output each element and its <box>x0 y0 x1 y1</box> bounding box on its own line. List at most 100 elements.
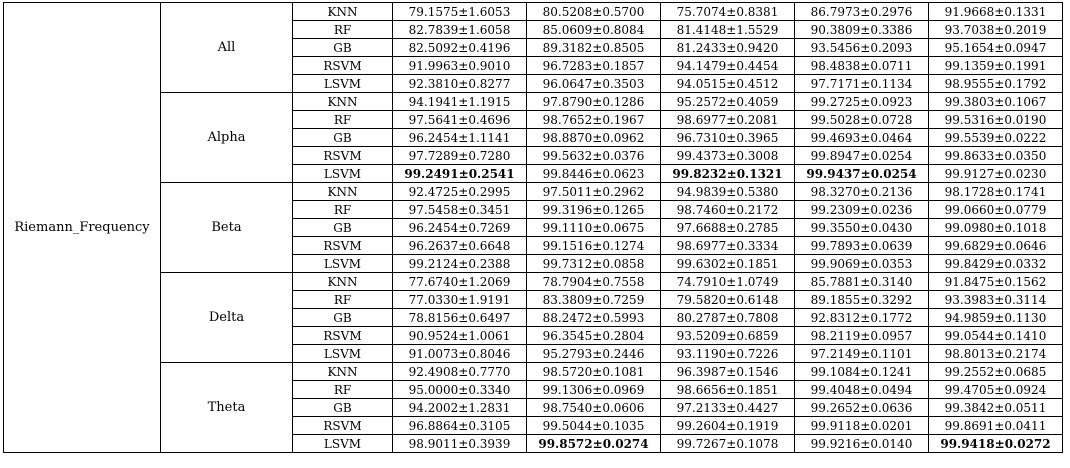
metric-value-cell: 99.1359±0.1991 <box>928 56 1063 75</box>
metric-value-cell: 81.2433±0.9420 <box>660 38 795 57</box>
metric-value-cell: 96.2454±0.7269 <box>392 218 527 237</box>
metric-value-cell: 93.7038±0.2019 <box>928 20 1063 39</box>
metric-value-cell: 96.7310±0.3965 <box>660 128 795 147</box>
classifier-cell: GB <box>292 308 393 327</box>
metric-value-cell: 99.1516±0.1274 <box>526 236 661 255</box>
metric-value-cell: 92.3810±0.8277 <box>392 74 527 93</box>
classifier-cell: RSVM <box>292 56 393 75</box>
metric-value-cell: 99.5028±0.0728 <box>794 110 929 129</box>
metric-value-cell: 99.8633±0.0350 <box>928 146 1063 165</box>
metric-value-cell: 98.2119±0.0957 <box>794 326 929 345</box>
classifier-cell: RF <box>292 290 393 309</box>
metric-value-cell: 94.9839±0.5380 <box>660 182 795 201</box>
classifier-cell: KNN <box>292 182 393 201</box>
metric-value-cell: 96.8864±0.3105 <box>392 416 527 435</box>
metric-value-cell: 83.3809±0.7259 <box>526 290 661 309</box>
metric-value-cell: 96.3987±0.1546 <box>660 362 795 381</box>
metric-value-cell: 82.5092±0.4196 <box>392 38 527 57</box>
metric-value-cell: 99.5632±0.0376 <box>526 146 661 165</box>
metric-value-cell: 90.9524±1.0061 <box>392 326 527 345</box>
metric-value-cell: 98.7652±0.1967 <box>526 110 661 129</box>
metric-value-cell: 98.3270±0.2136 <box>794 182 929 201</box>
metric-value-cell: 98.8013±0.2174 <box>928 344 1063 363</box>
metric-value-cell: 99.2652±0.0636 <box>794 398 929 417</box>
classifier-cell: KNN <box>292 362 393 381</box>
classifier-cell: RSVM <box>292 236 393 255</box>
metric-value-cell: 93.1190±0.7226 <box>660 344 795 363</box>
table-row: RSVM 91.9963±0.9010 96.7283±0.1857 94.1479±… <box>4 56 1063 75</box>
metric-value-cell: 95.1654±0.0947 <box>928 38 1063 57</box>
classifier-cell: LSVM <box>292 74 393 93</box>
table-row: RF 97.5641±0.4696 98.7652±0.1967 98.6977±0.… <box>4 110 1063 129</box>
metric-value-cell: 94.1941±1.1915 <box>392 92 527 111</box>
metric-value-cell: 97.6688±0.2785 <box>660 218 795 237</box>
classifier-cell: RF <box>292 200 393 219</box>
metric-value-cell: 74.7910±1.0749 <box>660 272 795 291</box>
classifier-cell: GB <box>292 398 393 417</box>
metric-value-cell: 89.1855±0.3292 <box>794 290 929 309</box>
table-row: GB 96.2454±0.7269 99.1110±0.0675 97.6688±0.… <box>4 218 1063 237</box>
metric-value-cell: 96.2637±0.6648 <box>392 236 527 255</box>
metric-value-cell: 99.9127±0.0230 <box>928 164 1063 183</box>
metric-value-cell: 92.8312±0.1772 <box>794 308 929 327</box>
classifier-cell: RSVM <box>292 326 393 345</box>
classifier-cell: LSVM <box>292 434 393 453</box>
table-row: RSVM 96.8864±0.3105 99.5044±0.1035 99.2604±… <box>4 416 1063 435</box>
table-row: RF 77.0330±1.9191 83.3809±0.7259 79.5820±0.… <box>4 290 1063 309</box>
table-row: Alpha KNN 94.1941±1.1915 97.8790±0.1286 95.2… <box>4 92 1063 183</box>
metric-value-cell: 99.0660±0.0779 <box>928 200 1063 219</box>
classifier-cell: RSVM <box>292 146 393 165</box>
classifier-cell: GB <box>292 218 393 237</box>
metric-value-cell: 99.3842±0.0511 <box>928 398 1063 417</box>
metric-value-cell: 79.5820±0.6148 <box>660 290 795 309</box>
metric-value-cell: 99.9069±0.0353 <box>794 254 929 273</box>
metric-value-cell: 99.8429±0.0332 <box>928 254 1063 273</box>
metric-value-cell: 97.5458±0.3451 <box>392 200 527 219</box>
metric-value-cell: 80.2787±0.7808 <box>660 308 795 327</box>
classifier-cell: RF <box>292 110 393 129</box>
table-row: LSVM 99.2491±0.2541 99.8446±0.0623 99.8232±… <box>4 164 1063 183</box>
metric-value-cell: 99.2124±0.2388 <box>392 254 527 273</box>
metric-value-cell: 98.1728±0.1741 <box>928 182 1063 201</box>
metric-value-cell: 97.7289±0.7280 <box>392 146 527 165</box>
metric-value-cell: 93.5456±0.2093 <box>794 38 929 57</box>
metric-value-cell: 95.2572±0.4059 <box>660 92 795 111</box>
table-row: LSVM 92.3810±0.8277 96.0647±0.3503 94.0515±… <box>4 74 1063 93</box>
metric-value-cell: 98.7540±0.0606 <box>526 398 661 417</box>
metric-value-cell: 96.7283±0.1857 <box>526 56 661 75</box>
metric-value-cell: 97.5011±0.2962 <box>526 182 661 201</box>
metric-value-cell: 99.4705±0.0924 <box>928 380 1063 399</box>
metric-value-cell: 98.8870±0.0962 <box>526 128 661 147</box>
table-row: RF 95.0000±0.3340 99.1306±0.0969 98.6656±0.… <box>4 380 1063 399</box>
metric-value-cell: 97.7171±0.1134 <box>794 74 929 93</box>
metric-value-cell: 98.6977±0.3334 <box>660 236 795 255</box>
metric-value-cell: 97.8790±0.1286 <box>526 92 661 111</box>
metric-value-cell: 91.9963±0.9010 <box>392 56 527 75</box>
metric-value-cell: 80.5208±0.5700 <box>526 2 661 21</box>
table-row: Beta KNN 92.4725±0.2995 97.5011±0.2962 94.98… <box>4 182 1063 273</box>
metric-value-cell: 95.0000±0.3340 <box>392 380 527 399</box>
metric-value-cell: 96.3545±0.2804 <box>526 326 661 345</box>
metric-value-cell: 94.1479±0.4454 <box>660 56 795 75</box>
metric-value-cell: 99.4373±0.3008 <box>660 146 795 165</box>
metric-value-cell: 99.2491±0.2541 <box>392 164 527 183</box>
band-label-cell: Alpha <box>160 92 293 183</box>
table-row: GB 94.2002±1.2831 98.7540±0.0606 97.2133±0.… <box>4 398 1063 417</box>
metric-value-cell: 98.4838±0.0711 <box>794 56 929 75</box>
metric-value-cell: 99.9216±0.0140 <box>794 434 929 453</box>
metric-value-cell: 97.2133±0.4427 <box>660 398 795 417</box>
metric-value-cell: 81.4148±1.5529 <box>660 20 795 39</box>
metric-value-cell: 88.2472±0.5993 <box>526 308 661 327</box>
metric-value-cell: 94.0515±0.4512 <box>660 74 795 93</box>
metric-value-cell: 99.9118±0.0201 <box>794 416 929 435</box>
table-row: Riemann_Frequency All KNN 79.1575±1.6053 80.… <box>3 2 1063 453</box>
metric-value-cell: 99.1110±0.0675 <box>526 218 661 237</box>
metric-value-cell: 99.5539±0.0222 <box>928 128 1063 147</box>
classifier-cell: RSVM <box>292 416 393 435</box>
metric-value-cell: 99.8691±0.0411 <box>928 416 1063 435</box>
metric-value-cell: 98.9555±0.1792 <box>928 74 1063 93</box>
metric-value-cell: 97.2149±0.1101 <box>794 344 929 363</box>
metric-value-cell: 78.8156±0.6497 <box>392 308 527 327</box>
metric-value-cell: 99.2552±0.0685 <box>928 362 1063 381</box>
metric-value-cell: 93.5209±0.6859 <box>660 326 795 345</box>
